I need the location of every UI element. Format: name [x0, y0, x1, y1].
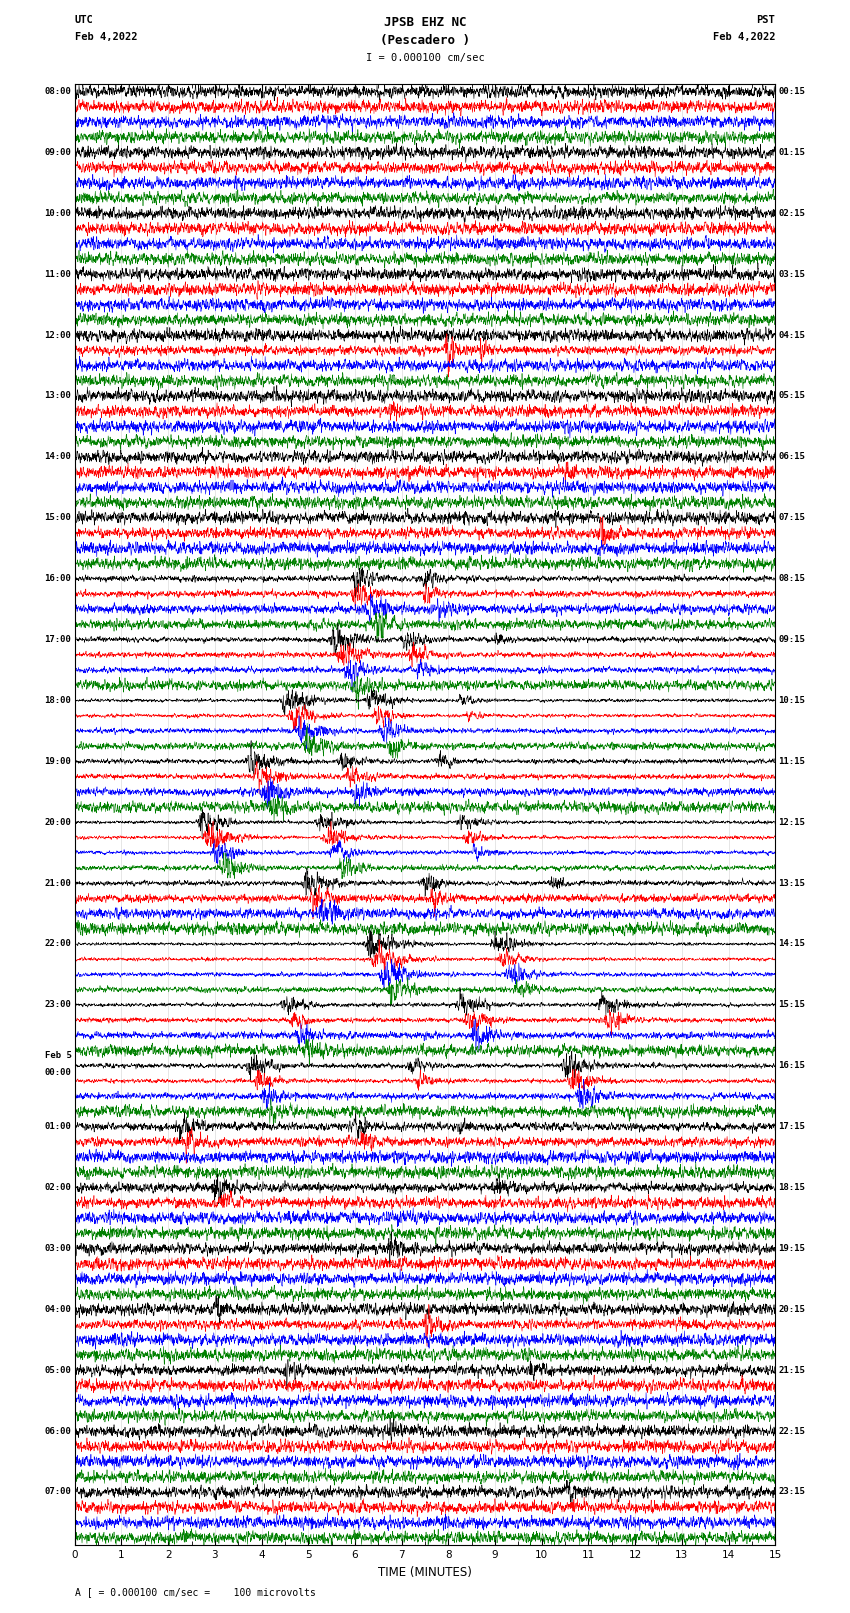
Text: 05:00: 05:00: [44, 1366, 71, 1374]
Text: 08:15: 08:15: [779, 574, 806, 584]
Text: 07:00: 07:00: [44, 1487, 71, 1497]
Text: 07:15: 07:15: [779, 513, 806, 523]
Text: 16:15: 16:15: [779, 1061, 806, 1071]
Text: 00:00: 00:00: [44, 1068, 71, 1077]
Text: Feb 5: Feb 5: [44, 1052, 71, 1060]
Text: 10:15: 10:15: [779, 695, 806, 705]
Text: PST: PST: [756, 15, 775, 24]
Text: 21:15: 21:15: [779, 1366, 806, 1374]
X-axis label: TIME (MINUTES): TIME (MINUTES): [378, 1566, 472, 1579]
Text: 04:15: 04:15: [779, 331, 806, 340]
Text: 13:15: 13:15: [779, 879, 806, 887]
Text: 03:15: 03:15: [779, 269, 806, 279]
Text: A [ = 0.000100 cm/sec =    100 microvolts: A [ = 0.000100 cm/sec = 100 microvolts: [75, 1587, 315, 1597]
Text: (Pescadero ): (Pescadero ): [380, 34, 470, 47]
Text: 15:15: 15:15: [779, 1000, 806, 1010]
Text: 23:00: 23:00: [44, 1000, 71, 1010]
Text: 03:00: 03:00: [44, 1244, 71, 1253]
Text: 14:00: 14:00: [44, 452, 71, 461]
Text: 17:15: 17:15: [779, 1123, 806, 1131]
Text: 14:15: 14:15: [779, 939, 806, 948]
Text: 01:15: 01:15: [779, 148, 806, 156]
Text: 09:15: 09:15: [779, 636, 806, 644]
Text: 19:00: 19:00: [44, 756, 71, 766]
Text: 09:00: 09:00: [44, 148, 71, 156]
Text: 20:00: 20:00: [44, 818, 71, 827]
Text: 23:15: 23:15: [779, 1487, 806, 1497]
Text: 17:00: 17:00: [44, 636, 71, 644]
Text: 08:00: 08:00: [44, 87, 71, 97]
Text: I = 0.000100 cm/sec: I = 0.000100 cm/sec: [366, 53, 484, 63]
Text: 13:00: 13:00: [44, 392, 71, 400]
Text: 22:15: 22:15: [779, 1426, 806, 1436]
Text: 04:00: 04:00: [44, 1305, 71, 1315]
Text: Feb 4,2022: Feb 4,2022: [75, 32, 138, 42]
Text: 06:15: 06:15: [779, 452, 806, 461]
Text: 02:15: 02:15: [779, 208, 806, 218]
Text: 02:00: 02:00: [44, 1182, 71, 1192]
Text: 15:00: 15:00: [44, 513, 71, 523]
Text: 11:00: 11:00: [44, 269, 71, 279]
Text: 00:15: 00:15: [779, 87, 806, 97]
Text: 18:00: 18:00: [44, 695, 71, 705]
Text: 16:00: 16:00: [44, 574, 71, 584]
Text: 06:00: 06:00: [44, 1426, 71, 1436]
Text: 12:00: 12:00: [44, 331, 71, 340]
Text: JPSB EHZ NC: JPSB EHZ NC: [383, 16, 467, 29]
Text: UTC: UTC: [75, 15, 94, 24]
Text: 05:15: 05:15: [779, 392, 806, 400]
Text: 22:00: 22:00: [44, 939, 71, 948]
Text: 01:00: 01:00: [44, 1123, 71, 1131]
Text: 21:00: 21:00: [44, 879, 71, 887]
Text: Feb 4,2022: Feb 4,2022: [712, 32, 775, 42]
Text: 11:15: 11:15: [779, 756, 806, 766]
Text: 18:15: 18:15: [779, 1182, 806, 1192]
Text: 12:15: 12:15: [779, 818, 806, 827]
Text: 19:15: 19:15: [779, 1244, 806, 1253]
Text: 20:15: 20:15: [779, 1305, 806, 1315]
Text: 10:00: 10:00: [44, 208, 71, 218]
